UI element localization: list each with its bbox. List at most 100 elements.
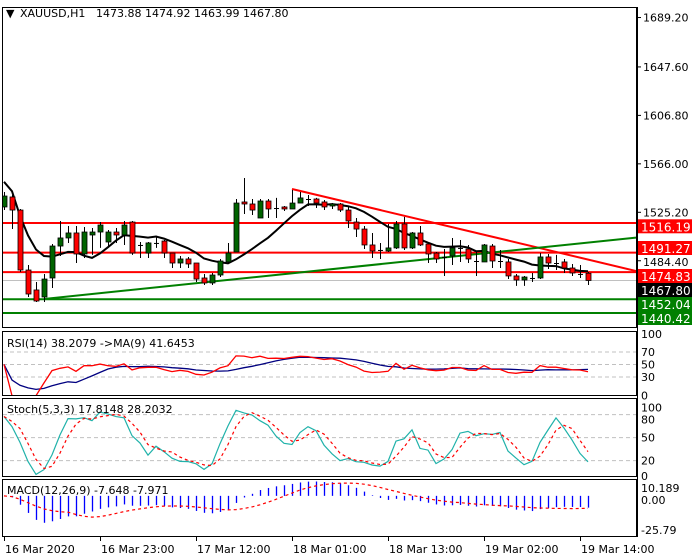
candle	[41, 273, 48, 302]
candle-body	[481, 244, 488, 263]
symbol-label: XAUUSD,H1	[20, 7, 85, 20]
candle-body	[353, 221, 360, 230]
candle	[449, 237, 456, 266]
candle-body	[337, 203, 344, 211]
candle-body	[105, 231, 112, 243]
stoch-axis-label: 80	[641, 414, 655, 427]
candle	[474, 251, 479, 276]
price-tick-label: 1484.40	[643, 256, 689, 269]
trendline	[43, 236, 636, 300]
candle	[545, 253, 552, 269]
candle	[154, 235, 159, 248]
macd-plot	[3, 481, 590, 523]
stoch-plot	[3, 409, 636, 476]
candle	[369, 232, 376, 259]
triangle-down-icon[interactable]: ▼	[6, 7, 15, 20]
candle-body	[321, 201, 328, 208]
candle	[289, 189, 296, 210]
candle-body	[537, 256, 544, 279]
candle-body	[185, 258, 192, 265]
candle-body	[505, 261, 512, 277]
candle-body	[561, 261, 568, 269]
candle-body	[209, 274, 216, 284]
candle	[145, 241, 152, 259]
candle-body	[289, 202, 296, 210]
candle	[257, 198, 264, 219]
candle	[297, 191, 304, 204]
candle	[3, 191, 8, 211]
price-label-text: 1440.42	[641, 312, 691, 326]
ohlc-readout: 1473.88 1474.92 1463.99 1467.80	[96, 7, 288, 20]
rsi-plot	[3, 351, 636, 395]
rsi-axis-label: 70	[641, 346, 655, 359]
axes: 1689.20 1647.60 1606.80 1566.00 1525.201516.…	[4, 7, 692, 556]
candle	[33, 282, 40, 302]
candle-body	[361, 228, 368, 246]
candle-body	[65, 232, 72, 239]
price-label-text: 1467.80	[641, 284, 691, 298]
candle	[569, 263, 576, 276]
candle	[521, 275, 528, 286]
stoch-panel[interactable]	[2, 398, 637, 477]
rsi-panel[interactable]	[2, 331, 637, 396]
candle-body	[145, 242, 152, 254]
price-label-text: 1474.83	[641, 270, 691, 284]
candle-body	[425, 243, 432, 255]
time-tick-label: 16 Mar 2020	[5, 543, 75, 556]
candle	[105, 229, 112, 247]
candle-body	[49, 245, 56, 279]
candle	[361, 225, 368, 249]
candle	[498, 249, 503, 268]
candle	[97, 222, 104, 248]
price-label-box	[638, 283, 692, 297]
stoch-signal-line	[3, 412, 589, 470]
candle	[505, 258, 512, 280]
candle-body	[369, 244, 376, 252]
candle	[17, 208, 24, 273]
trendline	[291, 188, 636, 272]
candle	[265, 198, 272, 218]
candle	[417, 225, 424, 247]
candle	[489, 244, 496, 268]
candle-body	[241, 201, 248, 205]
candle	[113, 227, 120, 243]
candle	[217, 258, 224, 278]
candle	[177, 256, 184, 268]
candle-body	[193, 262, 200, 280]
candle	[385, 223, 392, 252]
candle	[585, 272, 592, 285]
candle-body	[345, 209, 352, 222]
time-tick-label: 19 Mar 02:00	[485, 543, 558, 556]
time-tick-label: 17 Mar 12:00	[197, 543, 270, 556]
candle	[442, 248, 447, 276]
candle	[49, 244, 56, 288]
macd-panel[interactable]	[2, 479, 637, 537]
candle-body	[73, 232, 80, 255]
candle-body	[81, 231, 88, 255]
price-tick-label: 1647.60	[643, 61, 689, 74]
macd-label: MACD(12,26,9) -7.648 -7.971	[7, 484, 168, 497]
candle-body	[585, 272, 592, 281]
price-label-box	[638, 219, 692, 234]
candle-body	[297, 197, 304, 204]
candle-body	[57, 237, 64, 247]
macd-axis-label: -25.79	[641, 524, 676, 537]
main-panel[interactable]	[2, 7, 637, 328]
candle	[193, 262, 200, 283]
candle-body	[393, 223, 400, 249]
candle-body	[113, 231, 120, 236]
candle-body	[249, 203, 256, 211]
time-tick-label: 18 Mar 01:00	[293, 543, 366, 556]
candle	[321, 199, 328, 211]
stoch-label: Stoch(5,3,3) 17.8148 28.2032	[7, 403, 173, 416]
candle	[458, 239, 463, 262]
price-label-box	[638, 297, 692, 311]
candle	[138, 241, 143, 259]
candle-body	[265, 200, 272, 210]
candle-body	[513, 275, 520, 281]
candle-body	[25, 269, 32, 295]
candle-body	[401, 223, 408, 249]
candle-body	[385, 247, 392, 252]
candle	[337, 203, 344, 212]
